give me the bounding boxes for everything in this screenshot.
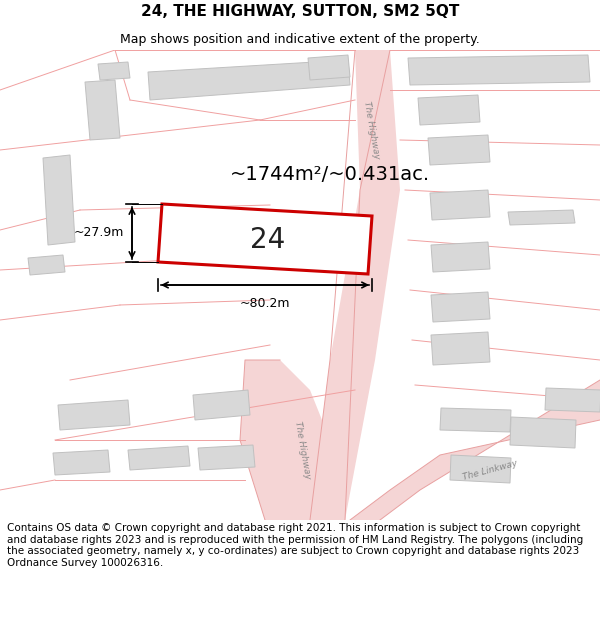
Text: The Highway: The Highway [362, 101, 382, 159]
Polygon shape [148, 60, 350, 100]
Polygon shape [408, 55, 590, 85]
Polygon shape [58, 400, 130, 430]
Polygon shape [450, 455, 511, 483]
Polygon shape [53, 450, 110, 475]
Text: The Linkway: The Linkway [461, 458, 518, 482]
Polygon shape [28, 255, 65, 275]
Text: 24, THE HIGHWAY, SUTTON, SM2 5QT: 24, THE HIGHWAY, SUTTON, SM2 5QT [141, 4, 459, 19]
Polygon shape [431, 242, 490, 272]
Polygon shape [508, 210, 575, 225]
Polygon shape [198, 445, 255, 470]
Text: ~1744m²/~0.431ac.: ~1744m²/~0.431ac. [230, 166, 430, 184]
Polygon shape [85, 80, 120, 140]
Polygon shape [193, 390, 250, 420]
Polygon shape [418, 95, 480, 125]
Polygon shape [308, 55, 350, 80]
Polygon shape [440, 408, 511, 432]
Polygon shape [430, 190, 490, 220]
Polygon shape [158, 204, 372, 274]
Polygon shape [43, 155, 75, 245]
Polygon shape [545, 388, 600, 412]
Text: The Highway: The Highway [293, 421, 313, 479]
Polygon shape [431, 292, 490, 322]
Text: Contains OS data © Crown copyright and database right 2021. This information is : Contains OS data © Crown copyright and d… [7, 523, 583, 568]
Text: ~80.2m: ~80.2m [240, 297, 290, 310]
Text: 24: 24 [250, 226, 286, 254]
Polygon shape [128, 446, 190, 470]
Polygon shape [510, 417, 576, 448]
Polygon shape [431, 332, 490, 365]
Text: Map shows position and indicative extent of the property.: Map shows position and indicative extent… [120, 32, 480, 46]
Polygon shape [240, 360, 330, 520]
Polygon shape [310, 50, 400, 520]
Polygon shape [428, 135, 490, 165]
Text: ~27.9m: ~27.9m [74, 226, 124, 239]
Polygon shape [98, 62, 130, 80]
Polygon shape [350, 380, 600, 520]
